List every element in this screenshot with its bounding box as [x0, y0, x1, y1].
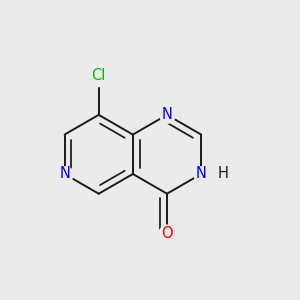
- Text: N: N: [196, 167, 207, 182]
- Text: N: N: [59, 167, 70, 182]
- Text: N: N: [162, 107, 172, 122]
- Text: Cl: Cl: [92, 68, 106, 83]
- Text: O: O: [161, 226, 173, 241]
- Text: H: H: [218, 167, 228, 182]
